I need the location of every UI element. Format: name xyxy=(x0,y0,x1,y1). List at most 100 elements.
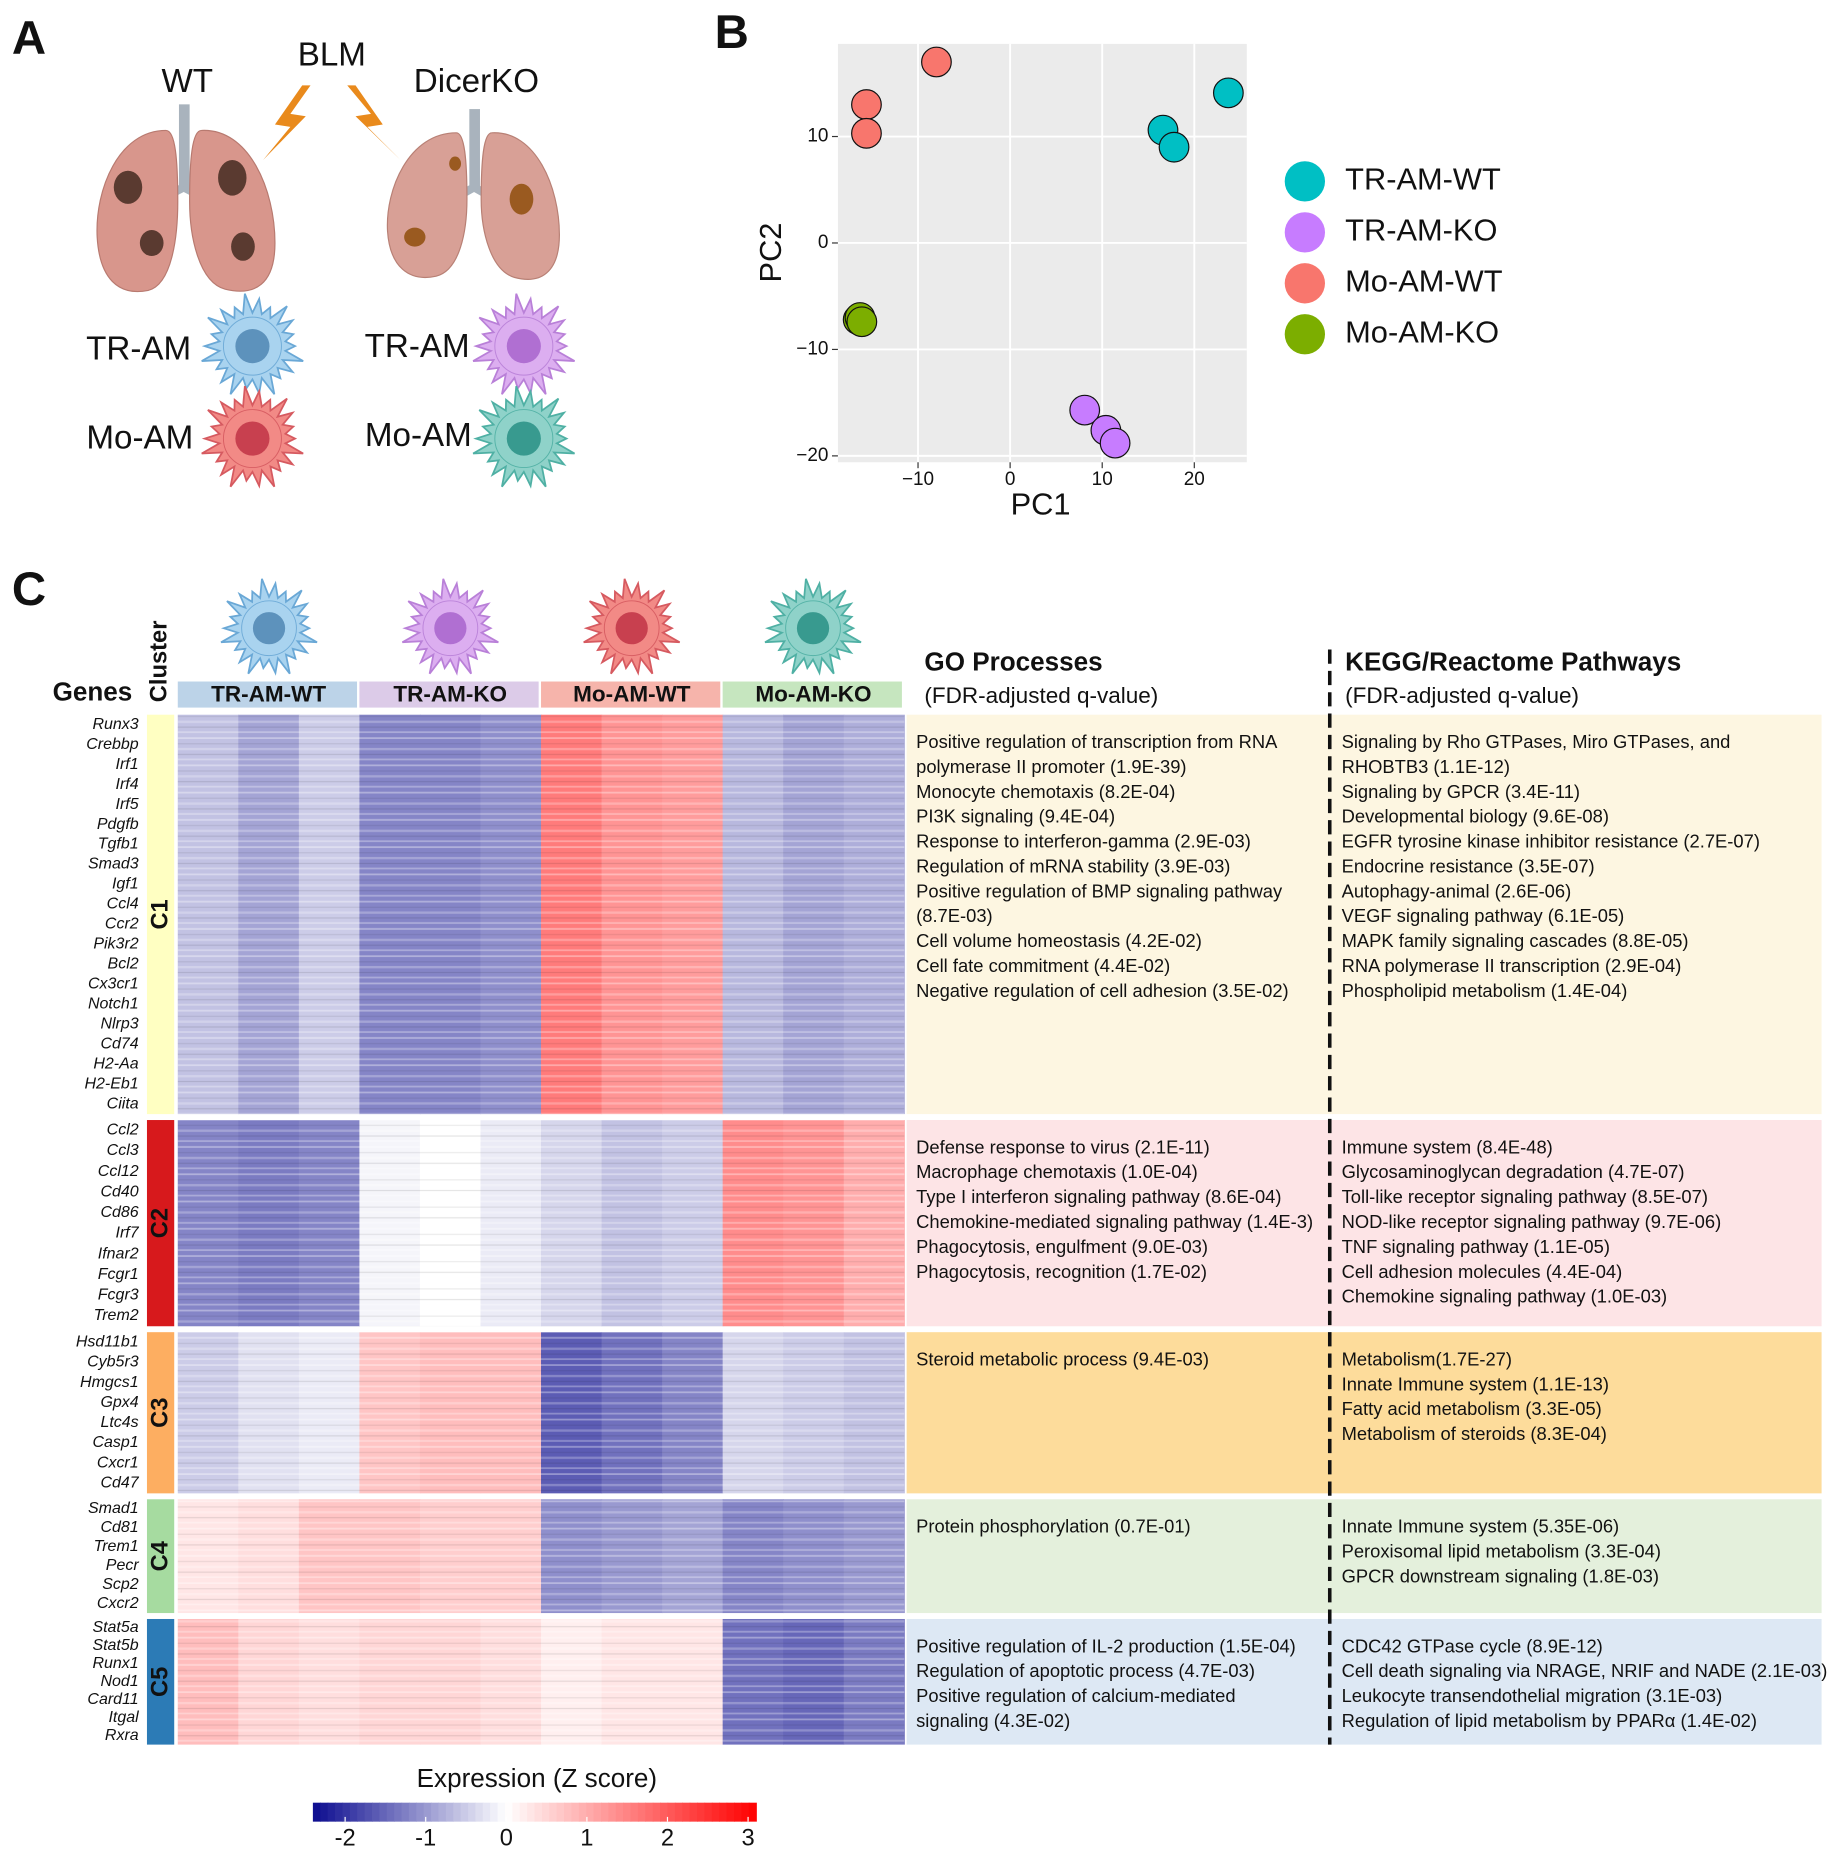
colorbar-step xyxy=(689,1802,698,1822)
colorbar-step xyxy=(453,1802,462,1822)
cell-icon xyxy=(472,293,576,397)
point xyxy=(851,89,882,120)
colorbar-step xyxy=(741,1802,750,1822)
colorbar-step xyxy=(357,1802,366,1822)
colorbar-step xyxy=(394,1802,403,1822)
cluster-label: C4 xyxy=(147,1540,173,1571)
colorbar-step xyxy=(408,1802,418,1822)
go-term: Positive regulation of transcription fro… xyxy=(916,731,1278,752)
cell-nucleus xyxy=(235,329,270,364)
cell-icon xyxy=(583,578,681,676)
y-tick-label: 10 xyxy=(807,126,828,147)
cluster-header: Cluster xyxy=(146,621,172,703)
colorbar-step xyxy=(490,1802,499,1822)
sample-header: TR-AM-WT xyxy=(211,682,326,707)
gene-label: Stat5b xyxy=(92,1637,138,1654)
gene-label: Cd47 xyxy=(100,1475,139,1492)
go-term: Negative regulation of cell adhesion (3.… xyxy=(916,980,1289,1001)
colorbar-step xyxy=(726,1802,735,1822)
colorbar-step xyxy=(682,1802,691,1822)
pathway-term: EGFR tyrosine kinase inhibitor resistanc… xyxy=(1342,831,1760,852)
legend-label: TR-AM-WT xyxy=(1345,162,1501,197)
go-term: Cell volume homeostasis (4.2E-02) xyxy=(916,930,1202,951)
cell-nucleus xyxy=(252,612,286,645)
gene-label: Ciita xyxy=(107,1095,139,1112)
cell-icon xyxy=(764,578,862,676)
colorbar-step xyxy=(660,1802,669,1822)
info-panel xyxy=(906,1499,1822,1614)
legend-key xyxy=(1284,263,1326,304)
colorbar-tick-label: 1 xyxy=(580,1826,593,1852)
point xyxy=(851,117,882,149)
gene-label: Ccl12 xyxy=(98,1163,139,1180)
pathway-term: Immune system (8.4E-48) xyxy=(1342,1136,1553,1157)
gene-label: Pik3r2 xyxy=(93,936,138,953)
panel-label: A xyxy=(12,12,46,65)
colorbar-tick-label: 3 xyxy=(741,1826,754,1852)
colorbar-step xyxy=(342,1802,351,1822)
gene-label: Igf1 xyxy=(112,876,139,893)
heatmap-texture xyxy=(177,1499,905,1614)
cell-nucleus xyxy=(506,329,541,364)
colorbar-step xyxy=(586,1802,595,1822)
colorbar-tick-label: -2 xyxy=(335,1826,356,1852)
cell-icon xyxy=(401,578,499,676)
gene-label: Ccl3 xyxy=(107,1142,139,1159)
colorbar-step xyxy=(534,1802,543,1822)
legend-label: Mo-AM-KO xyxy=(1345,314,1499,349)
cell-label: Mo-AM xyxy=(365,417,472,454)
treatment-label: BLM xyxy=(298,37,366,74)
gene-label: Trem2 xyxy=(94,1307,139,1324)
gene-label: H2-Aa xyxy=(93,1055,138,1072)
heatmap-texture xyxy=(177,1332,905,1494)
cell-label: Mo-AM xyxy=(86,420,193,457)
pathway-term: Metabolism of steroids (8.3E-04) xyxy=(1342,1423,1607,1444)
lightning xyxy=(263,85,311,161)
gene-label: Casp1 xyxy=(92,1434,138,1451)
colorbar-step xyxy=(571,1802,580,1822)
go-term: Phagocytosis, recognition (1.7E-02) xyxy=(916,1261,1207,1282)
pathway-term: Autophagy-animal (2.6E-06) xyxy=(1342,880,1572,901)
gene-label: Bcl2 xyxy=(108,956,139,973)
sample-header: Mo-AM-KO xyxy=(755,682,871,707)
pathway-term: MAPK family signaling cascades (8.8E-05) xyxy=(1342,930,1689,951)
x-axis-title: PC1 xyxy=(1011,486,1071,521)
pathway-term: VEGF signaling pathway (6.1E-05) xyxy=(1342,905,1625,926)
gene-label: Irf1 xyxy=(116,756,139,773)
group-label: DicerKO xyxy=(414,63,539,100)
go-term: Chemokine-mediated signaling pathway (1.… xyxy=(916,1211,1313,1232)
gene-label: Irf5 xyxy=(116,796,139,813)
panel-label: B xyxy=(715,6,749,59)
cluster-label: C1 xyxy=(147,899,173,929)
colorbar-step xyxy=(401,1802,410,1822)
cell-icon xyxy=(472,385,576,489)
info-panel xyxy=(906,714,1822,1115)
pathway-term: Metabolism(1.7E-27) xyxy=(1342,1348,1512,1369)
gene-label: Gpx4 xyxy=(100,1394,138,1411)
cell-icon xyxy=(201,293,304,397)
info-panel xyxy=(906,1618,1822,1745)
sample-header-bg xyxy=(722,681,902,708)
sample-header-bg xyxy=(359,681,539,708)
legend-label: TR-AM-KO xyxy=(1345,212,1497,247)
pathway-term: Developmental biology (9.6E-08) xyxy=(1342,806,1609,827)
colorbar-step xyxy=(556,1802,565,1822)
colorbar-tick-label: 2 xyxy=(661,1826,674,1852)
colorbar-step xyxy=(371,1802,381,1822)
colorbar-step xyxy=(497,1802,506,1822)
gene-label: Hsd11b1 xyxy=(76,1333,139,1350)
go-term: Positive regulation of BMP signaling pat… xyxy=(916,880,1283,901)
point xyxy=(1212,77,1244,109)
gene-label: Tgfb1 xyxy=(98,836,139,853)
colorbar-step xyxy=(593,1802,602,1822)
gene-label: Irf7 xyxy=(116,1225,140,1242)
go-term: Positive regulation of calcium-mediated xyxy=(916,1685,1235,1706)
x-tick-label: 10 xyxy=(1092,469,1113,490)
panel-label: C xyxy=(12,563,46,616)
sample-header-bg xyxy=(541,681,721,708)
colorbar-step xyxy=(416,1802,425,1822)
pathway-term: Toll-like receptor signaling pathway (8.… xyxy=(1342,1186,1708,1207)
point xyxy=(921,46,952,78)
go-term: Regulation of mRNA stability (3.9E-03) xyxy=(916,855,1230,876)
x-tick-label: 20 xyxy=(1184,469,1205,490)
